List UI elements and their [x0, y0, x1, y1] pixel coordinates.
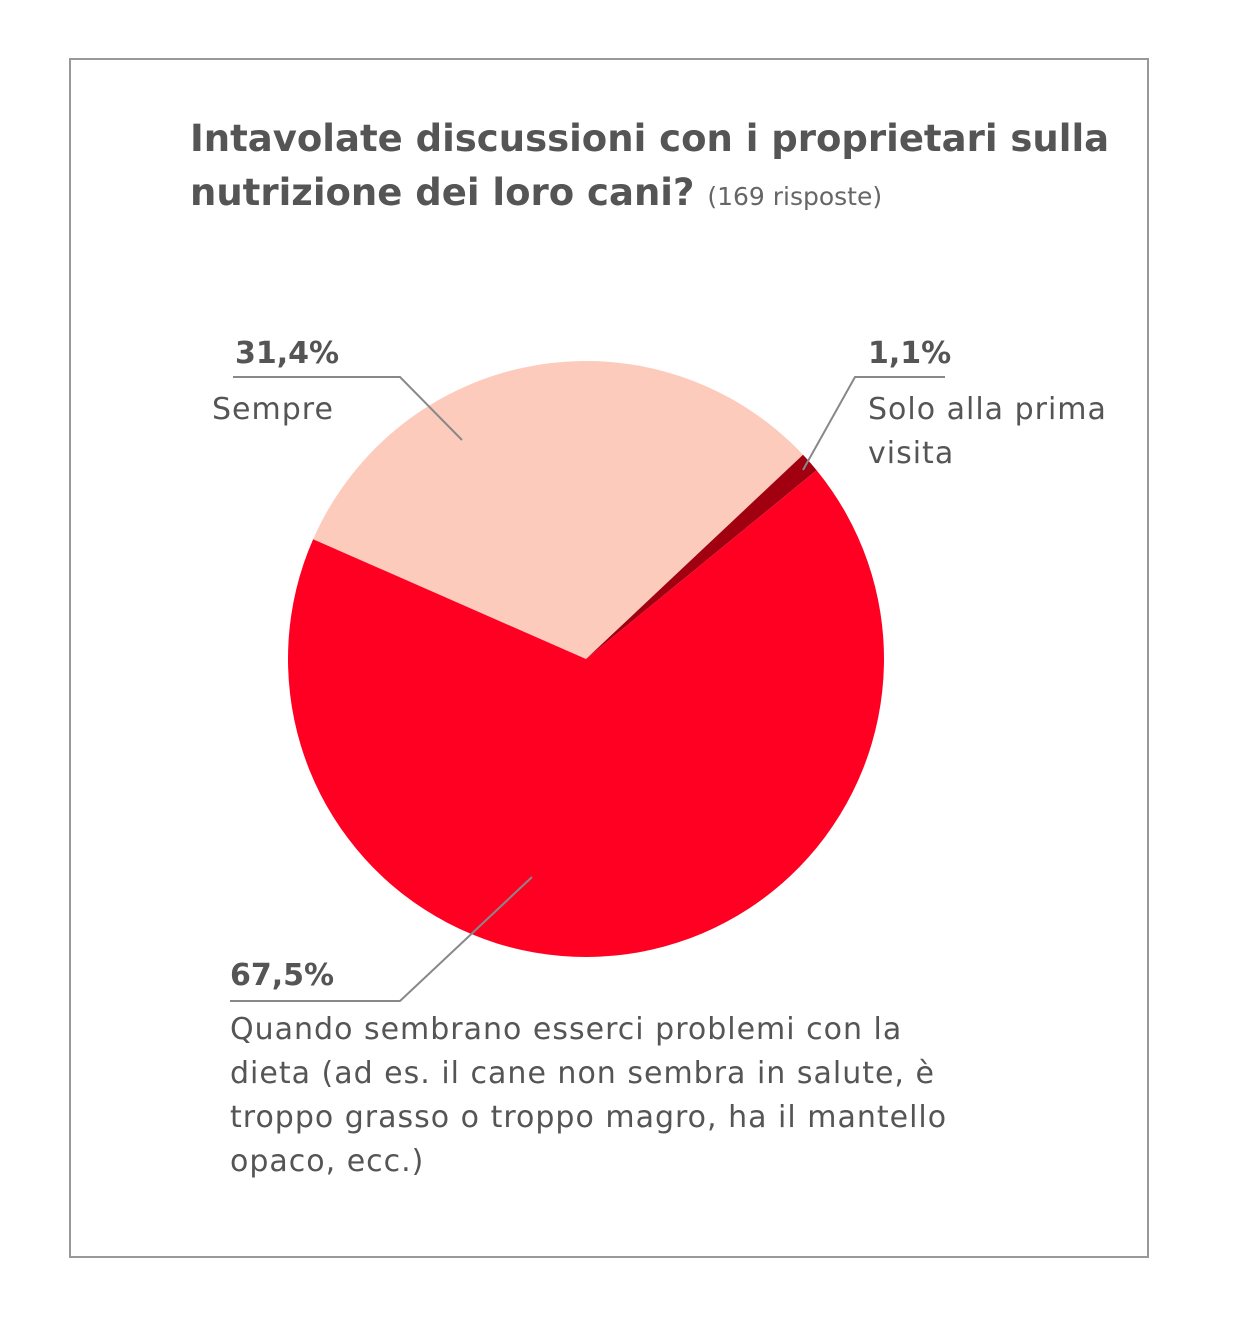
value-label: 1,1% [868, 336, 952, 371]
leader-line [230, 876, 533, 1002]
chart-subtitle: (169 risposte) [707, 182, 883, 211]
category-label: Solo alla prima visita [868, 392, 1107, 471]
frame [69, 58, 1149, 1258]
title-block: Intavolate discussioni con i proprietari… [190, 112, 1110, 224]
pie-slice [288, 470, 884, 957]
value-label: 67,5% [230, 958, 335, 993]
value-label: 31,4% [235, 336, 340, 371]
chart-title: Intavolate discussioni con i proprietari… [190, 117, 1110, 214]
leader-line [802, 376, 945, 471]
pie-slice [586, 454, 817, 659]
leader-line [233, 376, 463, 441]
pie [288, 360, 884, 957]
category-label: Sempre [212, 392, 334, 427]
category-label: Quando sembrano esserci problemi con la … [230, 1012, 948, 1179]
pie-slice [313, 360, 804, 659]
